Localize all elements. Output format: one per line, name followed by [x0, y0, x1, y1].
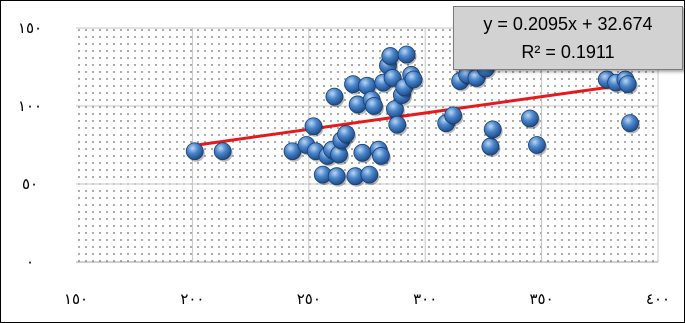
- point-marker: [185, 142, 204, 161]
- data-point: [313, 165, 333, 186]
- x-tick-label: ٣٥٠: [530, 290, 554, 308]
- data-point: [618, 75, 638, 95]
- point-marker: [618, 75, 637, 94]
- trendline-equation: y = 0.2095x + 32.674: [483, 14, 653, 34]
- data-point: [337, 125, 357, 145]
- data-point: [483, 120, 503, 140]
- y-tick-label: ٥٠: [22, 175, 38, 193]
- point-marker: [365, 97, 383, 115]
- data-point: [344, 75, 364, 95]
- point-marker: [337, 125, 355, 143]
- data-point: [404, 70, 424, 90]
- data-point: [397, 45, 417, 66]
- data-point: [213, 142, 233, 162]
- y-tick-label: ١٠٠: [18, 97, 42, 115]
- point-marker: [621, 114, 639, 133]
- point-marker: [528, 136, 546, 154]
- data-point: [365, 97, 384, 117]
- r-squared-label: R² = 0.1911: [521, 42, 615, 62]
- data-point: [353, 143, 373, 164]
- y-tick-label: ١٥٠: [18, 19, 42, 37]
- point-marker: [381, 47, 400, 65]
- data-point: [528, 136, 547, 156]
- trendline: [194, 82, 631, 147]
- x-tick-label: ١٥٠: [64, 290, 88, 308]
- point-marker: [444, 106, 463, 125]
- point-marker: [360, 165, 379, 184]
- data-point: [521, 109, 540, 129]
- data-point: [304, 117, 324, 137]
- data-point: [185, 142, 205, 162]
- data-point: [386, 100, 405, 120]
- point-marker: [481, 137, 500, 156]
- data-point: [621, 114, 641, 134]
- data-point: [444, 106, 464, 126]
- point-marker: [304, 117, 323, 136]
- data-point: [330, 145, 350, 165]
- point-marker: [388, 115, 407, 134]
- x-tick-label: ٣٠٠: [413, 290, 437, 308]
- data-point: [372, 147, 391, 167]
- data-point: [388, 115, 408, 136]
- data-point: [381, 47, 401, 67]
- y-tick-label: ٠: [26, 253, 34, 271]
- data-point: [325, 87, 345, 108]
- point-marker: [397, 45, 416, 64]
- point-marker: [353, 143, 372, 162]
- x-tick-label: ٤٠٠: [646, 290, 670, 308]
- data-point: [481, 137, 501, 158]
- point-marker: [383, 69, 402, 87]
- data-point: [360, 165, 380, 186]
- point-marker: [521, 109, 539, 128]
- trendline-equation-box: y = 0.2095x + 32.674 R² = 0.1911: [453, 6, 683, 70]
- x-tick-label: ٢٥٠: [297, 290, 321, 308]
- point-marker: [327, 167, 346, 186]
- x-tick-label: ٢٠٠: [180, 290, 204, 308]
- point-marker: [372, 147, 390, 165]
- point-marker: [325, 87, 344, 106]
- point-marker: [213, 142, 232, 161]
- data-point: [327, 167, 347, 187]
- point-marker: [483, 120, 502, 139]
- point-marker: [404, 70, 423, 89]
